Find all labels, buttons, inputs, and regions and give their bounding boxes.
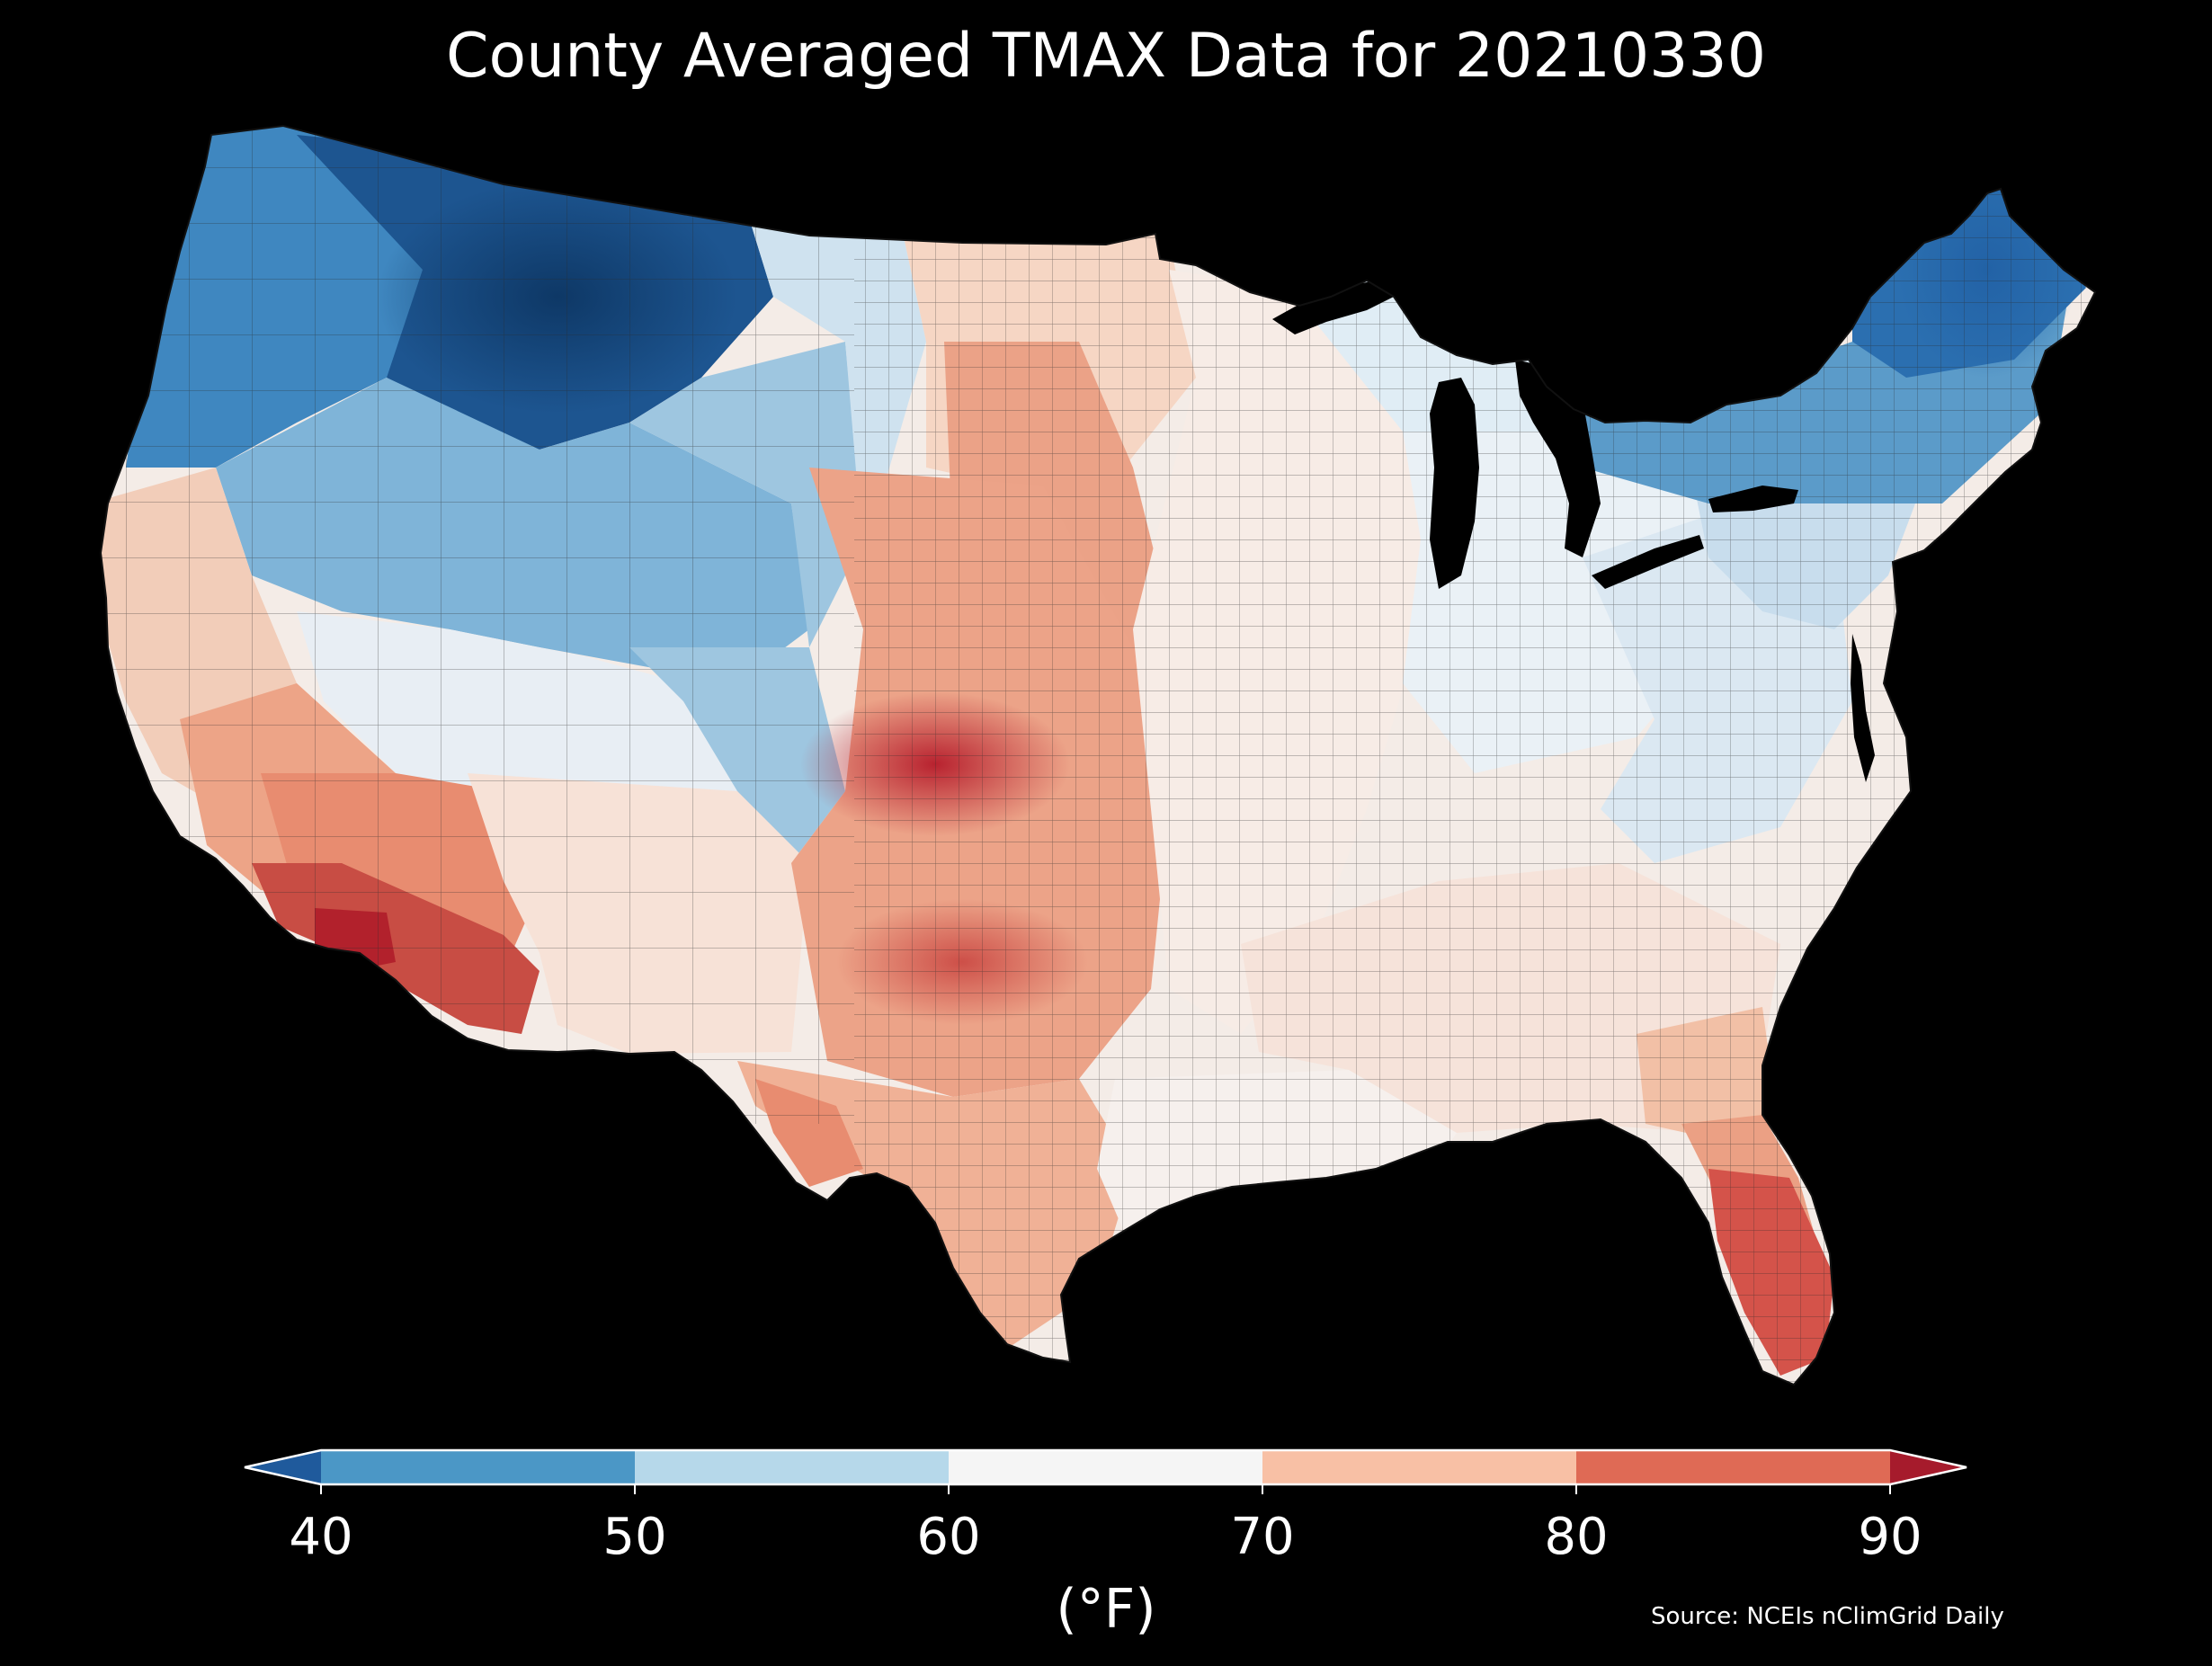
colorbar-extend-low [245,1450,321,1484]
chesapeake-bay [1851,634,1875,782]
lake-erie [1592,535,1704,589]
colorbar-tick-label-40: 40 [289,1508,353,1566]
colorbar-bin-50-60 [635,1450,949,1484]
map-title: County Averaged TMAX Data for 20210330 [446,21,1766,92]
colorbar-bin-70-80 [1262,1450,1576,1484]
source-note: Source: NCEIs nClimGrid Daily [1651,1603,2004,1630]
lake-michigan [1430,378,1479,589]
colorbar-tick-label-80: 80 [1544,1508,1609,1566]
colorbar [244,1448,1967,1494]
colorbar-bin-40-50 [321,1450,635,1484]
lake-superior [1272,279,1394,334]
colorbar-unit-label: (°F) [1056,1578,1156,1641]
lake-huron [1515,360,1601,557]
colorbar-bin-80-90 [1576,1450,1890,1484]
colorbar-extend-high [1890,1450,1967,1484]
colorbar-tick-label-50: 50 [602,1508,667,1566]
colorbar-tick-label-70: 70 [1230,1508,1295,1566]
lake-ontario [1708,486,1798,512]
county-lines-east [854,126,2095,1385]
colorbar-tick-label-60: 60 [916,1508,981,1566]
county-lines-west [101,126,854,1124]
colorbar-bin-60-70 [949,1450,1262,1484]
colorbar-tick-label-90: 90 [1858,1508,1922,1566]
us-county-map [100,125,2096,1385]
colorbar-ticks [320,1484,1891,1494]
